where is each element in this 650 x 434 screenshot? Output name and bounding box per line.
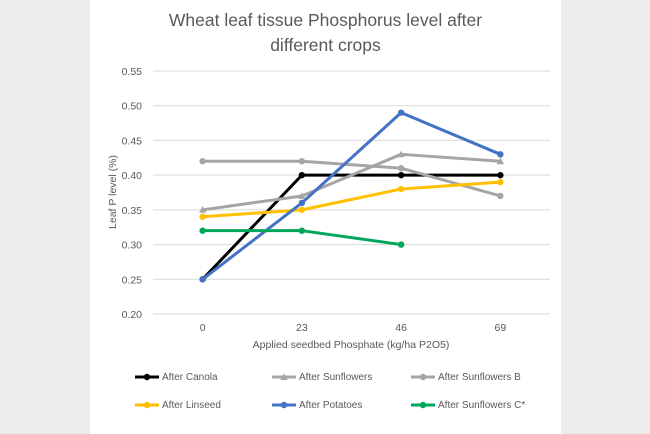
data-point [199, 158, 206, 165]
series-after-sunflowers-c [199, 227, 405, 248]
series-line [201, 111, 501, 281]
left-margin [0, 0, 90, 434]
legend-item: After Linseed [134, 397, 221, 413]
legend-label: After Sunflowers B [438, 371, 521, 383]
y-axis-title: Leaf P level (%) [107, 155, 119, 229]
legend: After Canola After Sunflowers After Sunflo… [90, 360, 561, 420]
legend-label: After Potatoes [299, 399, 363, 411]
series-line [201, 173, 501, 281]
series-after-sunflowers [198, 150, 505, 213]
legend-label: After Sunflowers C* [438, 399, 526, 411]
legend-item: After Sunflowers [271, 369, 372, 385]
y-tick-label: 0.30 [122, 240, 143, 252]
data-point [143, 373, 151, 381]
legend-item: After Potatoes [271, 397, 362, 413]
legend-swatch [135, 373, 159, 381]
series-line [202, 180, 501, 219]
x-tick-label: 0 [200, 322, 206, 334]
data-point [280, 373, 288, 380]
data-point [298, 227, 306, 234]
x-tick-label: 23 [296, 322, 308, 334]
y-tick-label: 0.45 [122, 135, 143, 147]
series-after-linseed [199, 178, 504, 220]
x-tick-label: 46 [395, 322, 407, 334]
data-point [419, 401, 427, 409]
legend-item: After Sunflowers C* [410, 397, 525, 413]
data-point [198, 206, 207, 213]
data-point [298, 199, 306, 207]
y-tick-label: 0.20 [122, 309, 143, 321]
data-point [419, 373, 427, 381]
data-point [497, 178, 504, 186]
legend-item: After Sunflowers B [410, 369, 521, 385]
y-tick-label: 0.55 [122, 66, 143, 78]
data-point [397, 150, 405, 158]
data-point [397, 165, 405, 172]
series-after-sunflowers-b [199, 158, 504, 200]
data-point [496, 157, 505, 165]
data-point [397, 171, 405, 179]
legend-item: After Canola [134, 369, 218, 385]
y-tick-label: 0.50 [122, 101, 143, 113]
data-point [298, 206, 306, 214]
legend-swatch [272, 373, 296, 380]
x-tick-label: 69 [495, 322, 507, 334]
legend-swatch [411, 373, 435, 381]
legend-label: After Sunflowers [299, 371, 373, 383]
data-point [143, 401, 151, 409]
data-point [199, 276, 206, 283]
y-tick-label: 0.35 [122, 205, 143, 217]
y-tick-label: 0.40 [122, 170, 143, 182]
data-point [280, 401, 288, 409]
data-point [298, 192, 306, 199]
y-tick-label: 0.25 [122, 274, 143, 286]
legend-label: After Canola [162, 371, 218, 383]
data-point [497, 151, 504, 158]
legend-swatch [272, 401, 296, 409]
data-point [199, 227, 206, 234]
right-margin [561, 0, 650, 434]
chart-title-line-2: different crops [270, 35, 381, 55]
series-after-canola [199, 171, 504, 283]
series-line [202, 152, 501, 212]
legend-swatch [411, 401, 435, 409]
data-point [397, 241, 405, 248]
chart-title-line-1: Wheat leaf tissue Phosphorus level after [168, 10, 483, 30]
data-point [397, 185, 405, 193]
legend-swatch [135, 401, 159, 409]
data-point [397, 109, 405, 116]
legend-label: After Linseed [162, 399, 221, 411]
x-axis-title: Applied seedbed Phosphate (kg/ha P2O5) [253, 339, 450, 351]
chart-area [90, 0, 561, 434]
data-point [298, 171, 306, 179]
data-point [199, 213, 206, 220]
data-point [497, 192, 504, 200]
data-point [298, 158, 306, 165]
series-line [202, 159, 501, 198]
series-after-potatoes [199, 109, 504, 283]
data-point [497, 171, 504, 179]
